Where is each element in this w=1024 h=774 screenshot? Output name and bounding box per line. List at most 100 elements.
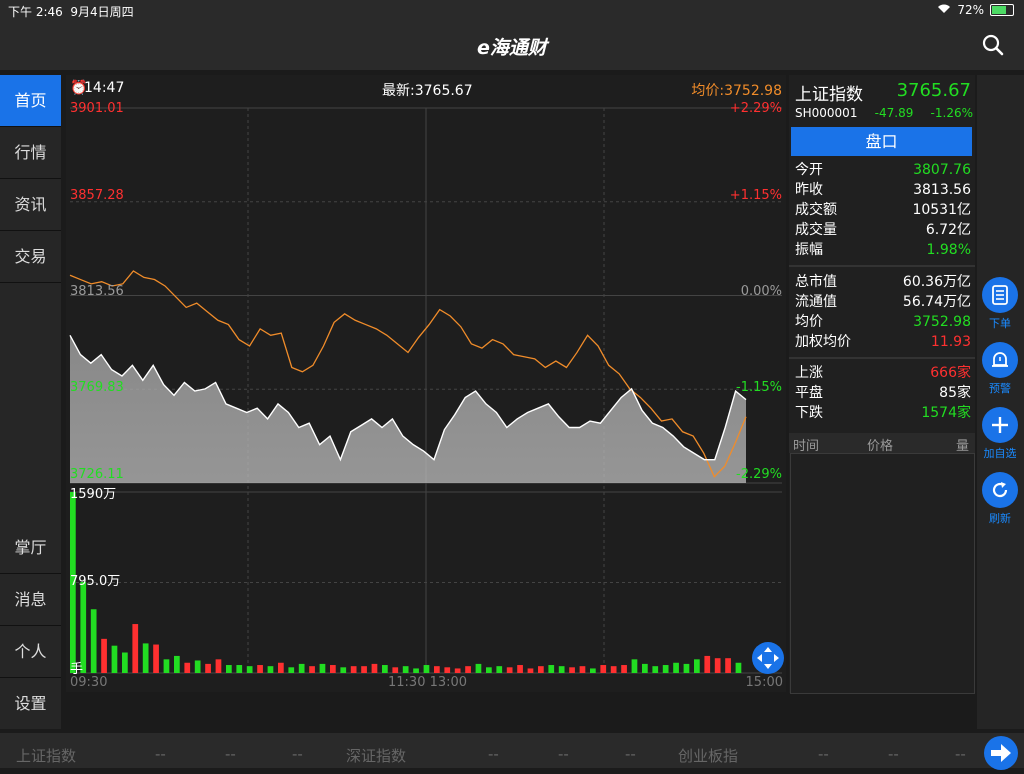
sidebar-item-messages[interactable]: 消息 [0,574,61,626]
volume-bar [714,658,721,673]
volume-bar [454,668,461,673]
index-ticker[interactable]: 上证指数 -- -- -- 深证指数 -- -- -- 创业板指 -- -- -… [0,733,1024,770]
sidebar-item-settings[interactable]: 设置 [14,694,47,713]
volume-bar [101,638,107,673]
volume-bar [600,665,607,673]
chart-average-price: 均价:3752.98 [691,83,782,99]
status-bar: 下午 2:46 9月4日周四 72% [0,0,1024,20]
volume-bar [122,652,128,673]
y-tick-left: 3769.83 [70,380,124,395]
refresh-button[interactable]: 刷新 [980,472,1020,526]
alert-button[interactable]: 预警 [980,342,1020,396]
volume-bar [70,492,76,673]
volume-bar [257,665,263,673]
volume-bar [683,663,690,673]
ticker-next-button[interactable] [984,736,1018,770]
expand-chart-button[interactable] [752,642,784,674]
y-tick-left: 3726.11 [70,467,124,482]
battery-percent: 72% [957,3,984,17]
volume-bar [382,665,388,673]
volume-bar [153,644,159,673]
ticker-value: -- [625,745,636,763]
volume-bar [673,662,679,673]
y-tick-right: +2.29% [729,101,782,116]
volume-bar [548,665,555,673]
volume-tick: 1590万 [70,487,117,502]
alert-bell-icon [982,342,1018,378]
trade-list-header: 时间 价格 量 [789,433,975,454]
volume-bar [298,663,305,673]
volume-bar [704,655,711,673]
volume-bar [662,665,669,673]
volume-bar [465,666,471,673]
wifi-icon [937,3,951,17]
volume-bar [652,666,659,673]
stat-row: 今开 3807.76 [795,162,971,178]
volume-bar [246,666,253,673]
market-breadth: 上涨 666家 平盘 85家 下跌 1574家 [789,363,975,423]
volume-bar [132,624,139,673]
volume-bar [267,666,274,673]
y-tick-right: -1.15% [736,380,782,395]
divider [789,357,975,359]
volume-bar [735,662,742,673]
add-watchlist-button[interactable]: 加自选 [980,407,1020,461]
volume-bar [444,667,451,673]
volume-bar [215,659,222,673]
chart-plot [69,107,782,674]
ticker-name: 创业板指 [678,747,739,765]
refresh-icon [982,472,1018,508]
y-tick-left: 3857.28 [70,188,124,203]
y-tick-left: 3901.01 [70,101,124,116]
ticker-name: 上证指数 [16,747,77,765]
sidebar-item-personal[interactable]: 个人 [0,626,61,678]
divider [789,265,975,267]
volume-bar [569,667,575,673]
sidebar-item-home[interactable]: 首页 [0,75,61,127]
volume-bar [330,665,336,673]
volume-bar [579,666,586,673]
volume-tick: 795.0万 [70,574,121,589]
y-tick-right: +1.15% [729,188,782,203]
app-logo: e海通财 [477,37,547,59]
volume-bar [205,663,211,673]
ticker-name: 深证指数 [346,747,407,765]
volume-bar [184,662,191,673]
sidebar-item-market[interactable]: 行情 [0,127,61,179]
volume-bar [527,668,534,673]
stat-row: 昨收 3813.56 [795,182,971,198]
index-price: 3765.67 [896,80,971,101]
index-change: -47.89 [874,106,914,120]
volume-bar [392,667,399,673]
ticker-value: -- [955,745,966,763]
stat-row: 加权均价 11.93 [795,334,971,350]
ticker-value: -- [292,745,303,763]
sidebar-item-news[interactable]: 资讯 [0,179,61,231]
sidebar-item-trade[interactable]: 交易 [0,231,61,283]
volume-bar [725,658,731,673]
ticker-value: -- [818,745,829,763]
volume-bar [236,665,243,673]
order-button[interactable]: 下单 [980,277,1020,331]
volume-bar [309,666,315,673]
volume-bar [288,667,295,673]
trade-list[interactable] [790,453,975,694]
volume-bar [423,665,430,673]
expand-arrows-icon [757,647,779,669]
quote-stats-2: 总市值 60.36万亿 流通值 56.74万亿 均价 3752.98 加权均价 11.9… [789,272,975,352]
tab-pankou[interactable]: 盘口 [791,127,972,156]
volume-bar [402,666,409,673]
intraday-chart[interactable]: ⏰ 14:47 最新:3765.67 均价:3752.98 3901.01 38… [66,75,786,692]
volume-bar [226,665,232,673]
index-name: 上证指数 [795,85,863,105]
plus-icon [982,407,1018,443]
stat-row: 流通值 56.74万亿 [795,294,971,310]
index-code: SH000001 [795,106,858,120]
volume-bar [278,662,284,673]
volume-bar [371,663,378,673]
search-icon[interactable] [982,34,1004,56]
sidebar-item-hall[interactable]: 掌厅 [0,522,61,574]
x-tick: 11:30 13:00 [388,675,468,690]
stat-row: 成交量 6.72亿 [795,222,971,238]
volume-bar [194,660,201,673]
